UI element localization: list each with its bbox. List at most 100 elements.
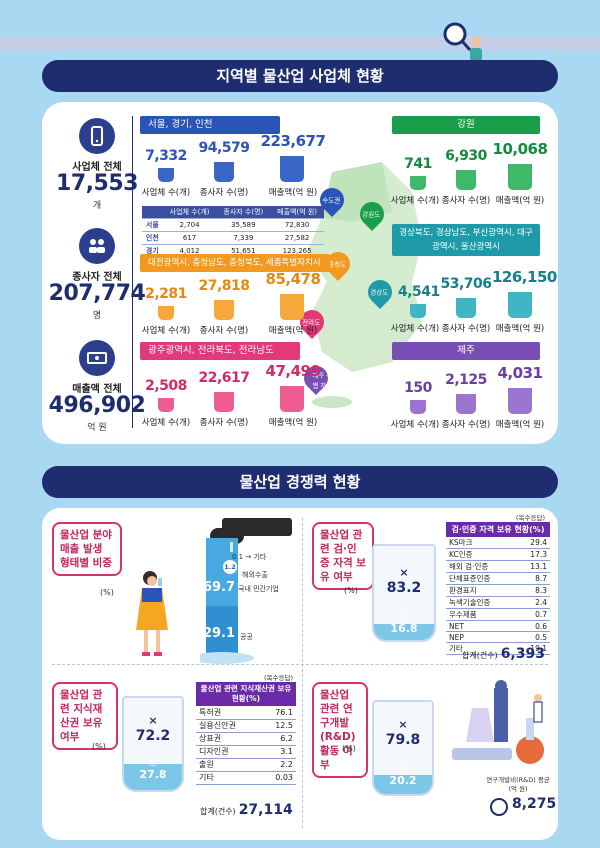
jeolla-sales-cup [280, 386, 304, 412]
total-sales-label: 매출액 전체 [72, 384, 122, 395]
total-employees-label: 종사자 전체 [72, 272, 122, 283]
panel-divider-h [52, 664, 548, 665]
jeju-employees-cup [456, 394, 476, 414]
sales-other-label: 기타 [253, 553, 267, 561]
capital-sales-cup [280, 156, 304, 182]
regional-status-panel: 사업체 전체 17,553 개 종사자 전체 207,774 명 매출액 전체 … [42, 102, 558, 444]
jeolla-sales-label: 매출액(억 원) [268, 418, 318, 428]
jeju-businesses-label: 사업체 수(개) [390, 420, 440, 430]
chungcheong-employees-value: 27,818 [198, 278, 250, 294]
jeju-businesses-cup [410, 400, 426, 414]
region-jeju-bar: 제주 [392, 342, 540, 360]
chungcheong-businesses-value: 2,281 [145, 286, 187, 302]
rnd-no-value: 79.8 [385, 732, 421, 748]
certification-no-value: 83.2 [386, 580, 422, 596]
smartphone-icon [79, 118, 115, 154]
total-businesses-label: 사업체 전체 [72, 162, 122, 173]
capital-sales-value: 223,677 [260, 132, 326, 150]
capital-employees-cup [214, 162, 234, 182]
jeju-employees-value: 2,125 [445, 372, 487, 388]
sales-public-label: 공공 [240, 633, 253, 641]
rnd-title: 물산업 관련 연구개발 (R&D)활동 여부 [312, 682, 368, 778]
gyeongsang-businesses-label: 사업체 수(개) [390, 324, 440, 334]
ip-note: (복수응답) [264, 674, 293, 682]
jeolla-employees-value: 22,617 [198, 370, 250, 386]
region-jeju-stats: 150 2,125 4,031 사업체 수(개) 종사자 수(명) 매출액(억 … [391, 364, 548, 430]
gangwon-businesses-cup [410, 176, 426, 190]
capital-employees-label: 종사자 수(명) [199, 188, 249, 198]
jeju-businesses-value: 150 [404, 380, 432, 396]
rnd-glass: × 79.8 ○ 20.2 [372, 700, 434, 796]
sales-other: 0.1 → 기타 [232, 553, 267, 561]
gyeongsang-employees-label: 종사자 수(명) [441, 324, 491, 334]
rnd-no-icon: × [398, 718, 408, 731]
woman-drinking-illustration [122, 568, 182, 658]
certification-glass: × 83.2 ○ 16.8 [372, 544, 436, 642]
jeolla-businesses-value: 2,508 [145, 378, 187, 394]
gangwon-employees-value: 6,930 [445, 148, 487, 164]
total-sales-unit: 억 원 [87, 423, 107, 433]
gangwon-employees-label: 종사자 수(명) [441, 196, 491, 206]
rnd-water-fill [374, 775, 432, 794]
region-gyeongsang-stats: 4,541 53,706 126,150 사업체 수(개) 종사자 수(명) 매… [391, 268, 558, 334]
jeolla-employees-label: 종사자 수(명) [199, 418, 249, 428]
ip-table: 물산업 관련 지식재산권 보유 현황(%) 특허권 76.1 실용신안권 12.5 … [196, 682, 296, 785]
capital-businesses-cup [158, 168, 174, 182]
jeolla-sales-value: 47,499 [265, 362, 321, 380]
gyeongsang-businesses-value: 4,541 [398, 284, 440, 300]
people-icon [79, 228, 115, 264]
competitiveness-panel: 물산업 분야 매출 발생 형태별 비중 (%) 0.1 → 기타 1.2 해외수… [42, 508, 558, 840]
gyeongsang-employees-cup [456, 298, 476, 318]
ip-yes-icon: ○ [149, 758, 157, 767]
rnd-yes-icon: ○ [399, 764, 407, 773]
rnd-avg-value: 8,275 [512, 796, 557, 812]
region-jeolla-stats: 2,508 22,617 47,499 사업체 수(개) 종사자 수(명) 매출… [140, 362, 330, 428]
total-sales-value: 496,902 [48, 393, 146, 418]
gyeongsang-employees-value: 53,706 [440, 276, 492, 292]
jeju-sales-value: 4,031 [497, 364, 543, 382]
jeolla-employees-cup [214, 392, 234, 412]
sales-unit: (%) [100, 588, 114, 597]
certification-title: 물산업 관련 검·인증 자격 보유 여부 [312, 522, 374, 590]
gyeongsang-sales-value: 126,150 [492, 268, 557, 286]
jeolla-businesses-label: 사업체 수(개) [141, 418, 191, 428]
chungcheong-sales-value: 85,478 [265, 270, 321, 288]
region-jeolla-bar: 광주광역시, 전라북도, 전라남도 [140, 342, 300, 360]
total-businesses-unit: 개 [92, 201, 102, 211]
capital-employees-value: 94,579 [198, 140, 250, 156]
rnd-avg-label: 연구개발비(R&D) 평균(억 원) [486, 776, 550, 793]
gangwon-sales-label: 매출액(억 원) [495, 196, 545, 206]
money-icon [79, 340, 115, 376]
capital-businesses-label: 사업체 수(개) [141, 188, 191, 198]
certification-table-title: 검·인증 자격 보유 현황(%) [446, 522, 550, 537]
certification-no-icon: × [399, 566, 409, 579]
ip-title: 물산업 관련 지식재산권 보유 여부 [52, 682, 118, 750]
total-businesses-value: 17,553 [56, 171, 138, 196]
jeju-sales-cup [508, 388, 532, 414]
region-capital-bar: 서울, 경기, 인천 [140, 116, 280, 134]
ip-no-icon: × [148, 714, 158, 727]
ip-glass: × 72.2 ○ 27.8 [122, 696, 184, 792]
jeolla-businesses-cup [158, 398, 174, 412]
certification-total: 합계(건수) 6,393 [462, 646, 545, 662]
rnd-yes-value: 20.2 [389, 774, 417, 787]
ip-no-value: 72.2 [135, 728, 171, 744]
certification-note: (복수응답) [516, 514, 545, 522]
chungcheong-employees-label: 종사자 수(명) [199, 326, 249, 336]
totals-divider [132, 116, 133, 428]
certification-yes-value: 16.8 [390, 622, 418, 635]
chungcheong-sales-label: 매출액(억 원) [268, 326, 318, 336]
totals-column: 사업체 전체 17,553 개 종사자 전체 207,774 명 매출액 전체 … [42, 118, 152, 433]
certification-table: 검·인증 자격 보유 현황(%) KS마크 29.4 KC인증 17.3 해외 검·… [446, 522, 550, 655]
gangwon-sales-value: 10,068 [492, 140, 548, 158]
capital-businesses-value: 7,332 [145, 148, 187, 164]
region-capital-stats: 7,332 94,579 223,677 사업체 수(개) 종사자 수(명) 매… [140, 132, 330, 198]
ip-total: 합계(건수) 27,114 [200, 802, 293, 818]
gyeongsang-businesses-cup [410, 304, 426, 318]
jeju-employees-label: 종사자 수(명) [441, 420, 491, 430]
sales-export-label: 해외수출 [242, 571, 268, 579]
ip-water-fill [124, 764, 182, 790]
chungcheong-sales-cup [280, 294, 304, 320]
sales-type-title: 물산업 분야 매출 발생 형태별 비중 [52, 522, 122, 576]
rnd-unit: (%) [342, 744, 356, 753]
